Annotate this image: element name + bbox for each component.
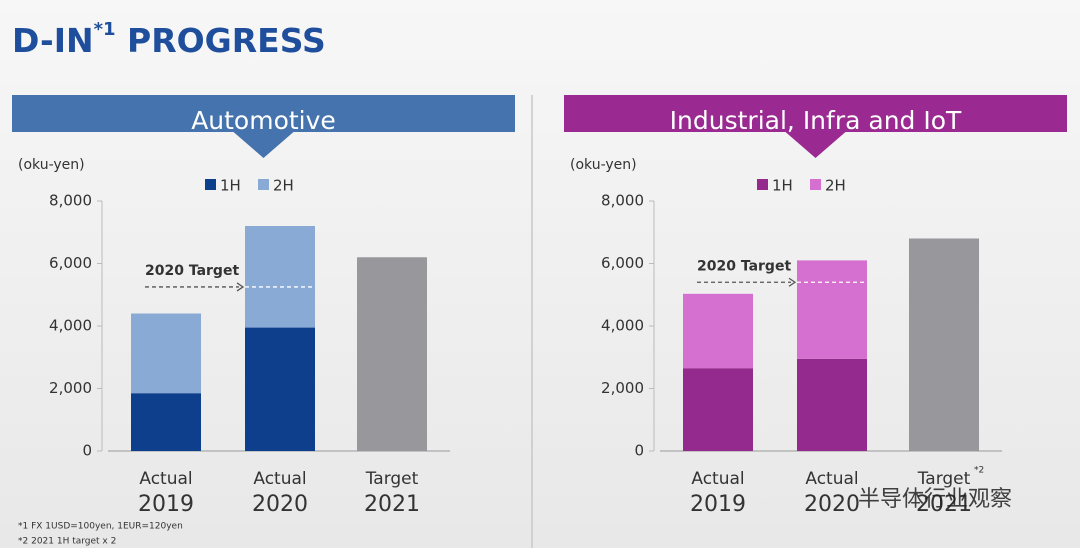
y-tick-label: 2,000 bbox=[601, 379, 644, 397]
x-tick-label: Target bbox=[917, 469, 971, 489]
legend-label: 2H bbox=[825, 177, 846, 195]
title-main: D-IN bbox=[12, 21, 94, 60]
legend-swatch bbox=[757, 179, 768, 190]
title-sup: *1 bbox=[94, 19, 116, 40]
title-rest: PROGRESS bbox=[116, 21, 326, 60]
x-tick-label: Actual bbox=[691, 469, 744, 489]
panel-title: Automotive bbox=[191, 106, 336, 135]
target-bar bbox=[357, 257, 427, 451]
legend-label: 1H bbox=[220, 177, 241, 195]
unit-label: (oku-yen) bbox=[570, 157, 637, 173]
legend-swatch bbox=[258, 179, 269, 190]
legend-label: 1H bbox=[772, 177, 793, 195]
legend-swatch bbox=[205, 179, 216, 190]
y-tick-label: 6,000 bbox=[49, 254, 92, 272]
y-tick-label: 6,000 bbox=[601, 254, 644, 272]
unit-label: (oku-yen) bbox=[18, 157, 85, 173]
footnote-ref: *2 bbox=[974, 466, 984, 476]
y-tick-label: 4,000 bbox=[601, 317, 644, 335]
footnote: *1 FX 1USD=100yen, 1EUR=120yen bbox=[18, 522, 183, 532]
bar-segment bbox=[131, 393, 201, 451]
bar-segment bbox=[683, 293, 753, 369]
annotation-label: 2020 Target bbox=[145, 263, 239, 279]
y-tick-label: 2,000 bbox=[49, 379, 92, 397]
bar-segment bbox=[245, 327, 315, 451]
y-tick-label: 0 bbox=[634, 442, 644, 460]
bar-segment bbox=[245, 226, 315, 328]
x-tick-year: 2021 bbox=[916, 492, 972, 517]
legend-swatch bbox=[810, 179, 821, 190]
bar-segment bbox=[797, 260, 867, 359]
bar-segment bbox=[797, 358, 867, 451]
y-tick-label: 8,000 bbox=[49, 192, 92, 210]
banner bbox=[564, 95, 1067, 158]
x-tick-label: Actual bbox=[139, 469, 192, 489]
y-tick-label: 8,000 bbox=[601, 192, 644, 210]
panel-title: Industrial, Infra and IoT bbox=[670, 106, 962, 135]
target-bar bbox=[909, 238, 979, 451]
x-tick-label: Actual bbox=[805, 469, 858, 489]
x-tick-year: 2019 bbox=[690, 492, 746, 517]
footnote: *2 2021 1H target x 2 bbox=[18, 537, 116, 547]
bar-segment bbox=[131, 313, 201, 394]
banner bbox=[12, 95, 515, 158]
legend-label: 2H bbox=[273, 177, 294, 195]
bar-segment bbox=[683, 368, 753, 451]
y-tick-label: 0 bbox=[82, 442, 92, 460]
annotation-label: 2020 Target bbox=[697, 258, 791, 274]
x-tick-year: 2020 bbox=[252, 492, 308, 517]
x-tick-label: Actual bbox=[253, 469, 306, 489]
x-tick-year: 2021 bbox=[364, 492, 420, 517]
watermark: 半导体行业观察 bbox=[858, 487, 1012, 512]
y-tick-label: 4,000 bbox=[49, 317, 92, 335]
arrow-head bbox=[236, 282, 245, 292]
slide-title: D-IN*1 PROGRESS bbox=[12, 19, 326, 60]
x-tick-year: 2020 bbox=[804, 492, 860, 517]
arrow-head bbox=[788, 277, 797, 287]
x-tick-year: 2019 bbox=[138, 492, 194, 517]
x-tick-label: Target bbox=[365, 469, 419, 489]
